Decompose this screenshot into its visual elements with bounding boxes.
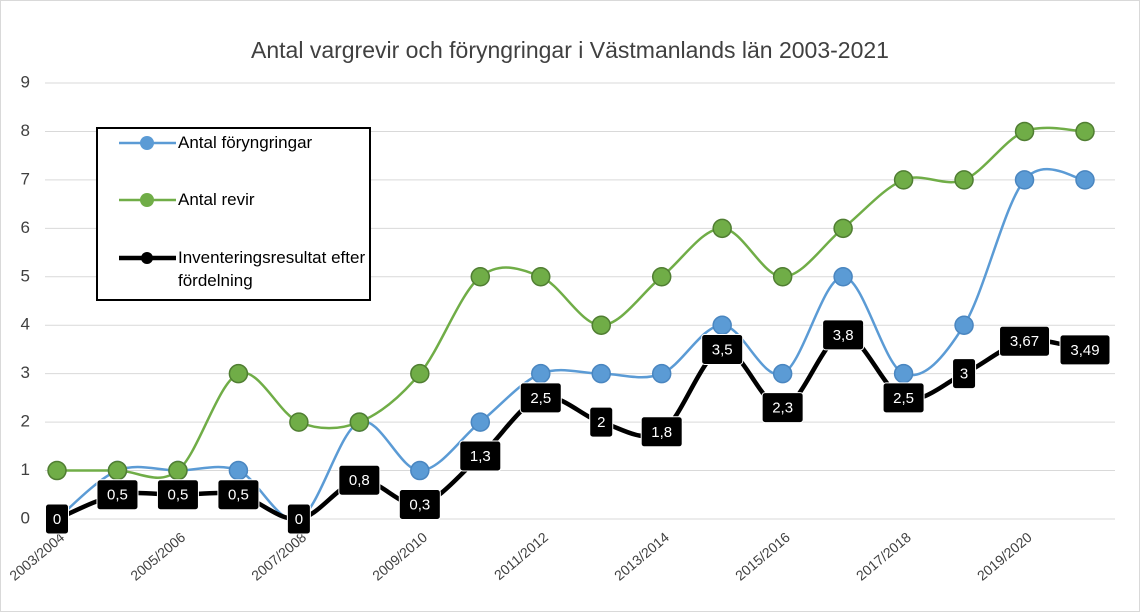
data-label-box bbox=[286, 503, 311, 535]
marker bbox=[349, 412, 370, 432]
legend-box bbox=[96, 127, 371, 301]
marker bbox=[833, 267, 853, 287]
marker bbox=[410, 363, 430, 384]
legend-text: Antal föryngringar Antal revir Inventeri… bbox=[178, 133, 366, 290]
chart-title: Antal vargrevir och föryngringar i Västm… bbox=[251, 37, 889, 63]
data-label: 3,67 bbox=[1010, 333, 1039, 350]
y-tick-label: 5 bbox=[21, 266, 30, 285]
marker bbox=[954, 170, 974, 190]
data-label: 1,8 bbox=[651, 424, 672, 441]
marker bbox=[833, 218, 853, 239]
data-label-box bbox=[1059, 334, 1111, 366]
marker bbox=[893, 170, 914, 190]
data-label-box bbox=[761, 392, 804, 424]
y-tick-label: 6 bbox=[21, 218, 30, 237]
marker bbox=[168, 460, 188, 481]
data-label: 1,3 bbox=[470, 448, 491, 465]
data-label-box bbox=[822, 319, 865, 351]
data-label-box bbox=[589, 406, 614, 438]
marker bbox=[531, 267, 551, 287]
data-label-box bbox=[882, 382, 925, 414]
marker bbox=[289, 412, 309, 432]
data-label: 0,3 bbox=[409, 496, 430, 513]
legend: Antal föryngringar Antal revir Inventeri… bbox=[96, 127, 371, 301]
data-label: 3,49 bbox=[1070, 342, 1099, 359]
data-label-box bbox=[519, 382, 562, 414]
data-label: 0,5 bbox=[228, 487, 249, 504]
marker bbox=[954, 315, 974, 335]
marker bbox=[712, 315, 732, 335]
data-label: 2,5 bbox=[893, 390, 914, 407]
marker bbox=[470, 267, 491, 287]
legend-label: Antal revir bbox=[178, 190, 255, 209]
data-label: 0,5 bbox=[168, 487, 189, 504]
y-tick-label: 8 bbox=[21, 121, 30, 140]
y-tick-label: 1 bbox=[21, 460, 30, 479]
marker bbox=[1014, 170, 1035, 190]
data-label-box bbox=[217, 479, 260, 511]
marker bbox=[228, 363, 249, 384]
data-label-box bbox=[156, 479, 199, 511]
marker bbox=[1075, 170, 1095, 190]
data-label-box bbox=[45, 503, 69, 535]
legend-marker bbox=[140, 193, 154, 207]
marker bbox=[531, 363, 551, 384]
marker bbox=[893, 363, 914, 384]
y-tick-label: 2 bbox=[21, 412, 30, 431]
data-label: 0 bbox=[53, 511, 61, 528]
marker bbox=[591, 315, 611, 335]
y-tick-label: 0 bbox=[21, 508, 30, 527]
marker bbox=[107, 460, 128, 481]
marker bbox=[651, 363, 672, 384]
marker bbox=[47, 460, 67, 481]
legend-marker bbox=[140, 136, 154, 150]
data-label-box bbox=[459, 440, 502, 472]
data-label: 3,5 bbox=[712, 341, 733, 358]
data-label-box bbox=[338, 464, 381, 496]
data-label: 2 bbox=[597, 414, 605, 431]
legend-label: Antal föryngringar bbox=[178, 133, 313, 152]
marker bbox=[712, 218, 732, 239]
data-label-box bbox=[640, 416, 683, 448]
data-label-box bbox=[398, 488, 441, 520]
data-label: 3 bbox=[960, 366, 968, 383]
data-label: 0 bbox=[295, 511, 303, 528]
y-tick-label: 9 bbox=[21, 72, 30, 91]
marker bbox=[1075, 121, 1095, 142]
y-tick-label: 7 bbox=[21, 169, 30, 188]
y-tick-label: 3 bbox=[21, 363, 30, 382]
data-label: 0,8 bbox=[349, 472, 370, 489]
marker bbox=[772, 363, 793, 384]
marker bbox=[1014, 121, 1035, 142]
marker bbox=[591, 363, 611, 384]
data-label-box bbox=[701, 333, 744, 365]
data-label: 2,5 bbox=[530, 390, 551, 407]
marker bbox=[651, 267, 672, 287]
data-label-box bbox=[96, 479, 139, 511]
legend-label: Inventeringsresultat efter fördelning bbox=[178, 248, 366, 290]
marker bbox=[228, 460, 249, 481]
data-label-box bbox=[952, 358, 977, 390]
data-label: 3,8 bbox=[833, 327, 854, 344]
y-tick-label: 4 bbox=[21, 315, 30, 334]
legend-marker bbox=[141, 252, 153, 264]
data-label-box bbox=[999, 325, 1051, 357]
marker bbox=[772, 267, 793, 287]
marker bbox=[470, 412, 491, 432]
data-label: 2,3 bbox=[772, 400, 793, 417]
data-label: 0,5 bbox=[107, 487, 128, 504]
marker bbox=[410, 460, 430, 481]
